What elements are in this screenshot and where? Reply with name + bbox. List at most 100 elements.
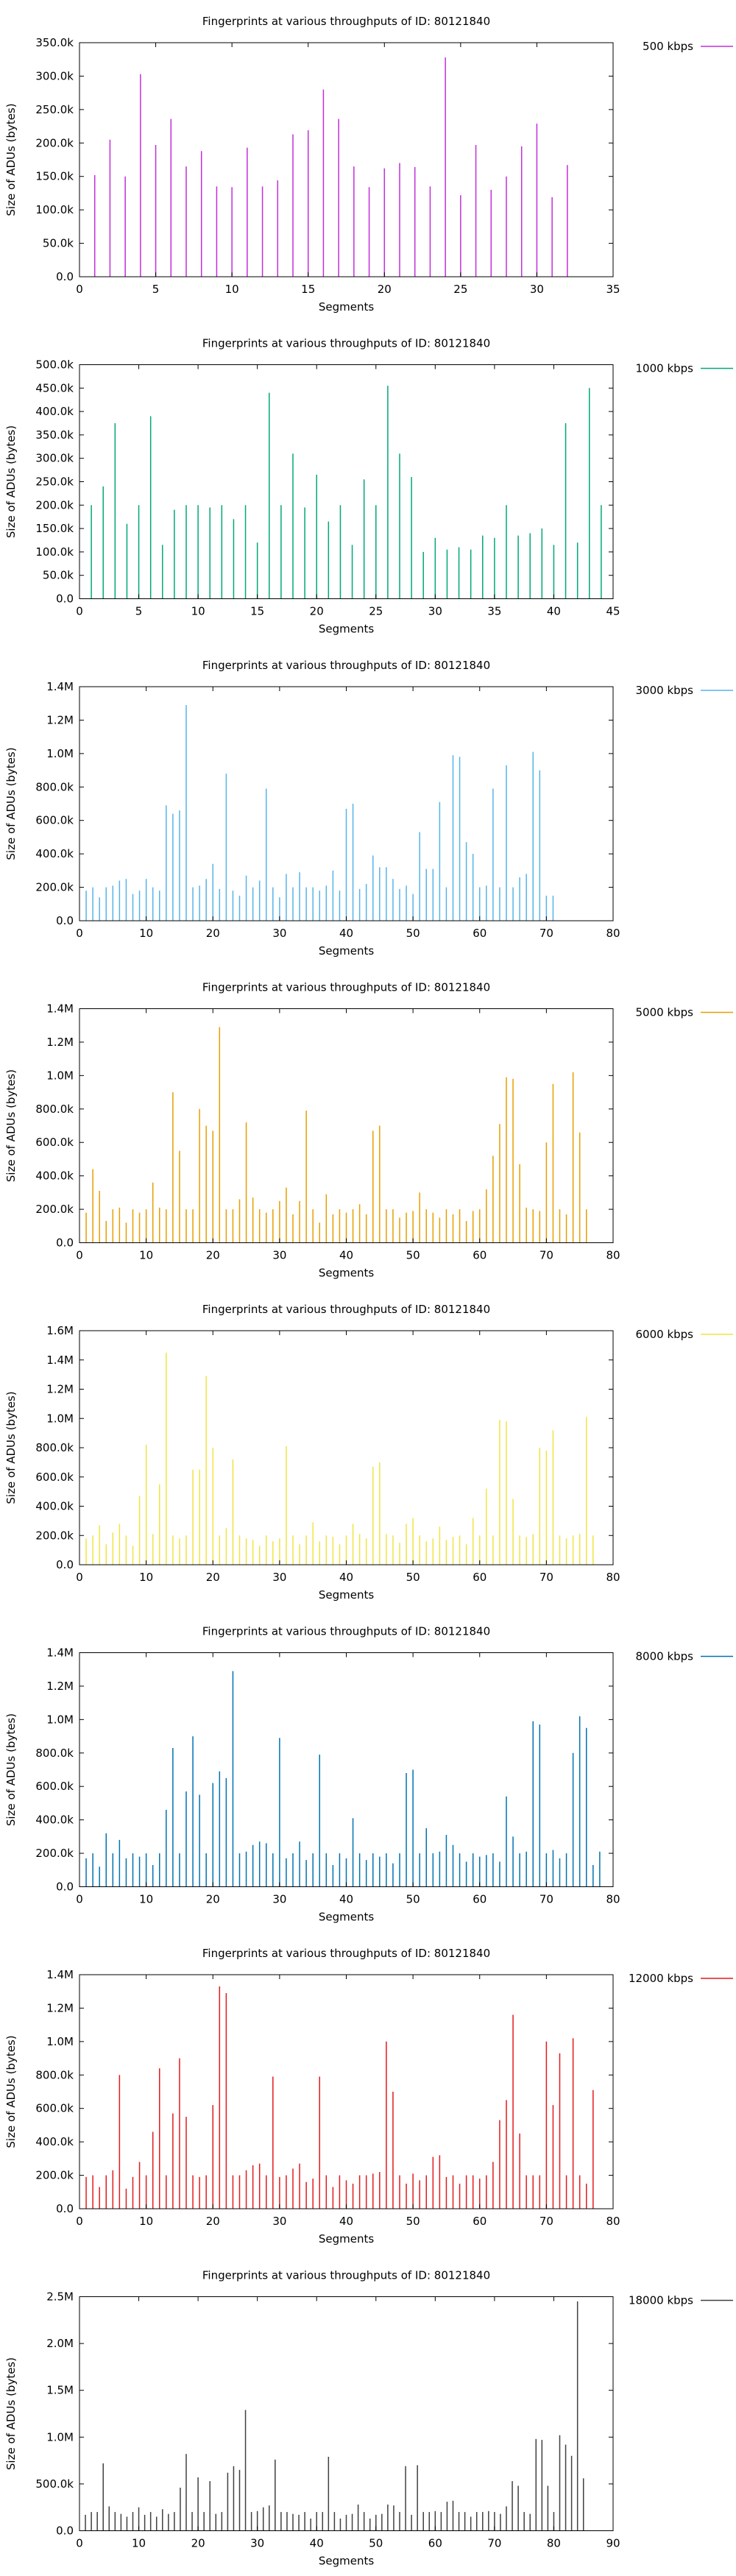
y-tick-label: 800.0k — [35, 1103, 74, 1116]
plot-frame — [79, 1652, 614, 1887]
y-tick-label: 200.0k — [35, 136, 74, 149]
plot-frame — [79, 1974, 614, 2209]
x-tick-label: 60 — [428, 2537, 442, 2550]
y-tick-label: 400.0k — [35, 1170, 74, 1183]
x-tick-label: 40 — [339, 1571, 353, 1584]
chart-panel: Fingerprints at various throughputs of I… — [4, 2269, 733, 2568]
y-tick-label: 400.0k — [35, 405, 74, 418]
x-tick-label: 5 — [135, 605, 143, 618]
y-tick-label: 300.0k — [35, 69, 74, 82]
y-axis-label: Size of ADUs (bytes) — [4, 1713, 18, 1826]
plot-frame — [79, 42, 614, 277]
x-axis-label: Segments — [319, 2555, 375, 2568]
y-tick-label: 0.0 — [56, 592, 74, 606]
chart-title: Fingerprints at various throughputs of I… — [202, 1947, 490, 1960]
y-tick-label: 450.0k — [35, 381, 74, 394]
x-tick-label: 80 — [606, 927, 620, 940]
x-tick-label: 25 — [369, 605, 383, 618]
chart-panel: Fingerprints at various throughputs of I… — [4, 659, 733, 958]
chart-panel: Fingerprints at various throughputs of I… — [4, 15, 733, 314]
x-tick-label: 0 — [76, 2537, 83, 2550]
x-tick-label: 50 — [406, 2215, 420, 2228]
x-tick-label: 15 — [250, 605, 264, 618]
y-axis-label: Size of ADUs (bytes) — [4, 2035, 18, 2148]
y-tick-label: 200.0k — [35, 2169, 74, 2182]
x-tick-label: 0 — [76, 605, 83, 618]
x-tick-label: 20 — [206, 1571, 220, 1584]
x-tick-label: 30 — [250, 2537, 264, 2550]
chart-title: Fingerprints at various throughputs of I… — [202, 337, 490, 350]
y-tick-label: 2.0M — [46, 2337, 74, 2350]
plot-frame — [79, 686, 614, 921]
y-tick-label: 2.5M — [46, 2290, 74, 2304]
x-tick-label: 0 — [76, 283, 83, 296]
x-tick-label: 20 — [206, 927, 220, 940]
chart-panel: Fingerprints at various throughputs of I… — [4, 337, 733, 636]
legend-label: 3000 kbps — [636, 684, 694, 697]
x-tick-label: 80 — [606, 2215, 620, 2228]
x-tick-label: 10 — [139, 2215, 153, 2228]
x-tick-label: 60 — [473, 927, 486, 940]
x-tick-label: 50 — [406, 1249, 420, 1262]
y-tick-label: 150.0k — [35, 170, 74, 183]
y-tick-label: 50.0k — [43, 237, 74, 250]
x-tick-label: 0 — [76, 1571, 83, 1584]
x-tick-label: 30 — [272, 1893, 286, 1906]
y-tick-label: 200.0k — [35, 1847, 74, 1860]
x-tick-label: 60 — [473, 1249, 486, 1262]
y-tick-label: 800.0k — [35, 1441, 74, 1454]
y-tick-label: 600.0k — [35, 2102, 74, 2115]
y-tick-label: 600.0k — [35, 1136, 74, 1149]
x-tick-label: 10 — [225, 283, 239, 296]
y-tick-label: 1.2M — [46, 2001, 74, 2014]
x-tick-label: 30 — [272, 1249, 286, 1262]
y-tick-label: 600.0k — [35, 814, 74, 827]
y-tick-label: 800.0k — [35, 2068, 74, 2081]
x-tick-label: 30 — [530, 283, 544, 296]
x-tick-label: 90 — [606, 2537, 620, 2550]
x-tick-label: 30 — [272, 1571, 286, 1584]
x-tick-label: 0 — [76, 1249, 83, 1262]
chart-title: Fingerprints at various throughputs of I… — [202, 15, 490, 28]
x-tick-label: 80 — [606, 1571, 620, 1584]
y-tick-label: 1.2M — [46, 1383, 74, 1396]
y-tick-label: 0.0 — [56, 2202, 74, 2215]
y-tick-label: 800.0k — [35, 780, 74, 793]
y-tick-label: 200.0k — [35, 881, 74, 894]
x-axis-label: Segments — [319, 623, 375, 636]
x-tick-label: 50 — [369, 2537, 383, 2550]
y-tick-label: 1.0M — [46, 1713, 74, 1726]
y-tick-label: 300.0k — [35, 452, 74, 465]
plot-frame — [79, 2296, 614, 2531]
legend-label: 6000 kbps — [636, 1328, 694, 1341]
y-tick-label: 1.4M — [46, 1646, 74, 1660]
chart-title: Fingerprints at various throughputs of I… — [202, 1625, 490, 1638]
x-axis-label: Segments — [319, 944, 375, 958]
y-tick-label: 1.4M — [46, 680, 74, 693]
y-tick-label: 0.0 — [56, 2524, 74, 2538]
x-axis-label: Segments — [319, 1267, 375, 1280]
y-tick-label: 1.4M — [46, 1968, 74, 1981]
x-axis-label: Segments — [319, 1588, 375, 1602]
plot-frame — [79, 1008, 614, 1243]
legend-label: 5000 kbps — [636, 1006, 694, 1019]
x-tick-label: 20 — [206, 1249, 220, 1262]
x-tick-label: 35 — [606, 283, 620, 296]
x-tick-label: 15 — [301, 283, 315, 296]
x-tick-label: 10 — [139, 927, 153, 940]
legend-label: 12000 kbps — [629, 1972, 693, 1985]
y-tick-label: 150.0k — [35, 522, 74, 535]
y-tick-label: 0.0 — [56, 1236, 74, 1250]
x-tick-label: 0 — [76, 927, 83, 940]
y-tick-label: 1.0M — [46, 2430, 74, 2444]
x-tick-label: 40 — [547, 605, 561, 618]
plot-frame — [79, 1330, 614, 1565]
x-tick-label: 5 — [152, 283, 160, 296]
x-tick-label: 60 — [473, 2215, 486, 2228]
y-tick-label: 1.6M — [46, 1324, 74, 1337]
y-tick-label: 1.0M — [46, 1069, 74, 1082]
x-tick-label: 40 — [339, 1249, 353, 1262]
x-tick-label: 30 — [272, 927, 286, 940]
x-tick-label: 60 — [473, 1893, 486, 1906]
y-axis-label: Size of ADUs (bytes) — [4, 2357, 18, 2470]
